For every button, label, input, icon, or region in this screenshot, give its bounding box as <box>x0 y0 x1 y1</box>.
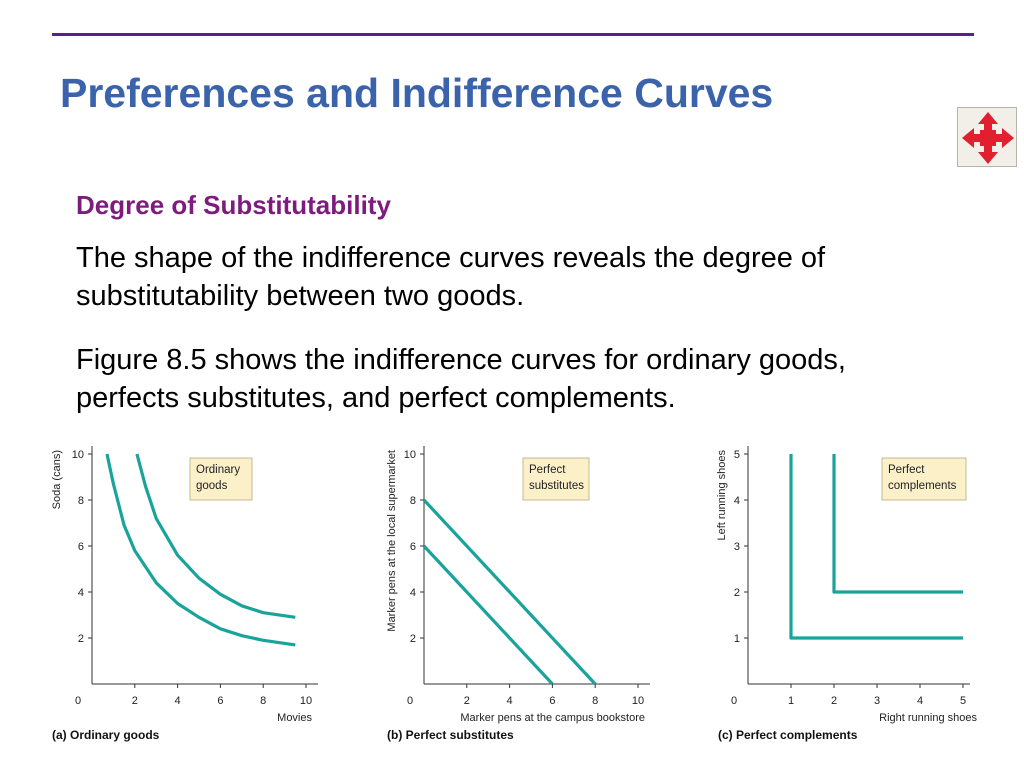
indifference-curve-2 <box>832 454 963 594</box>
x-tick-label: 8 <box>260 695 266 707</box>
x-tick-label: 10 <box>300 695 312 707</box>
legend-label: goods <box>196 480 228 492</box>
y-tick-label: 10 <box>404 449 416 461</box>
chart-panel-2: 0 2 4 6 8 10 2 4 6 8 10 Marker pens at the campus b… <box>386 446 650 742</box>
figure-caption: (b) Perfect substitutes <box>387 728 514 742</box>
navigation-button[interactable] <box>957 107 1017 167</box>
indifference-curve-1 <box>789 454 963 640</box>
x-tick-label: 8 <box>592 695 598 707</box>
x-tick-label: 0 <box>407 695 413 707</box>
x-tick-label: 4 <box>507 695 513 707</box>
four-way-arrows-icon <box>962 112 1014 164</box>
y-tick-label: 6 <box>410 541 416 553</box>
y-tick-label: 2 <box>410 633 416 645</box>
y-tick-label: 4 <box>410 587 416 599</box>
legend-label: Perfect <box>529 464 566 476</box>
x-tick-label: 4 <box>917 695 923 707</box>
x-tick-label: 1 <box>788 695 794 707</box>
indifference-curve-1 <box>422 544 554 686</box>
x-tick-label: 0 <box>731 695 737 707</box>
y-tick-label: 2 <box>734 587 740 599</box>
y-axis-label: Soda (cans) <box>51 450 63 509</box>
x-tick-label: 4 <box>175 695 181 707</box>
chart-panel-1: 0 2 4 6 8 10 2 4 6 8 10 Movies Soda (cans) Ordinary go… <box>51 446 318 742</box>
x-axis-label: Marker pens at the campus bookstore <box>460 712 645 724</box>
top-rule <box>52 33 974 36</box>
legend-box <box>881 457 967 501</box>
x-tick-label: 6 <box>549 695 555 707</box>
x-axis-label: Movies <box>277 712 312 724</box>
y-tick-label: 4 <box>734 495 740 507</box>
y-axis-label: Marker pens at the local supermarket <box>386 450 398 632</box>
figure-caption: (a) Ordinary goods <box>52 728 160 742</box>
y-tick-label: 8 <box>78 495 84 507</box>
y-tick-label: 8 <box>410 495 416 507</box>
indifference-curve-1 <box>105 453 296 647</box>
x-tick-label: 2 <box>132 695 138 707</box>
indifference-curve-2 <box>135 453 296 619</box>
legend-label: substitutes <box>529 480 584 492</box>
paragraph-substitutability: The shape of the indifference curves rev… <box>76 242 826 312</box>
x-tick-label: 6 <box>217 695 223 707</box>
legend-label: Perfect <box>888 464 925 476</box>
y-tick-label: 1 <box>734 633 740 645</box>
y-tick-label: 2 <box>78 633 84 645</box>
x-tick-label: 2 <box>464 695 470 707</box>
slide-title: Preferences and Indifference Curves <box>60 70 774 116</box>
x-tick-label: 10 <box>632 695 644 707</box>
y-axis-label: Left running shoes <box>716 450 728 541</box>
subheading: Degree of Substitutability <box>76 190 391 220</box>
legend-box <box>189 457 253 501</box>
y-tick-label: 4 <box>78 587 84 599</box>
y-tick-label: 10 <box>72 449 84 461</box>
y-tick-label: 6 <box>78 541 84 553</box>
x-tick-label: 3 <box>874 695 880 707</box>
x-tick-label: 0 <box>75 695 81 707</box>
y-tick-label: 5 <box>734 449 740 461</box>
x-tick-label: 5 <box>960 695 966 707</box>
figure-caption: (c) Perfect complements <box>718 728 858 742</box>
x-axis-label: Right running shoes <box>879 712 977 724</box>
paragraph-figure-reference: Figure 8.5 shows the indifference curves… <box>76 344 846 414</box>
legend-box <box>522 457 590 501</box>
legend-label: Ordinary <box>196 464 240 476</box>
y-tick-label: 3 <box>734 541 740 553</box>
x-tick-label: 2 <box>831 695 837 707</box>
indifference-curve-2 <box>422 498 597 686</box>
chart-panel-3: 0 1 2 3 4 5 1 2 3 4 5 Right running shoes Left runni… <box>716 446 977 742</box>
legend-label: complements <box>888 480 957 492</box>
